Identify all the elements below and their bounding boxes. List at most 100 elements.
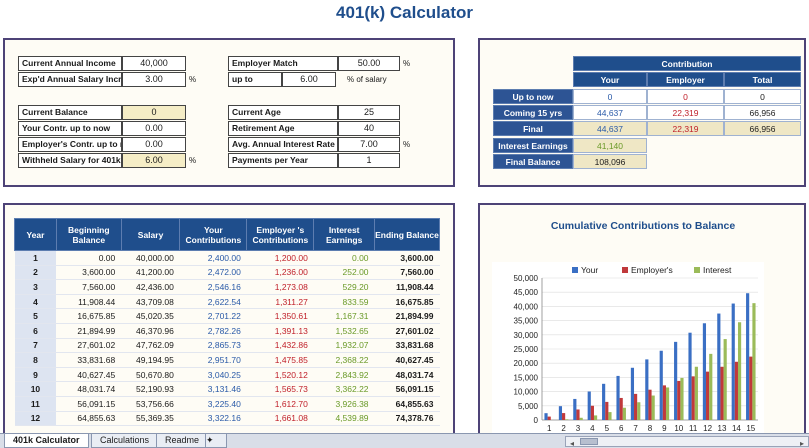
cell-employer-contr: 1,565.73: [246, 381, 314, 397]
cell-beginning-balance: 7,560.00: [56, 279, 122, 295]
cell-your-contr: 2,782.26: [179, 323, 247, 339]
cell-year: 4: [14, 294, 57, 310]
horizontal-scrollbar[interactable]: ◂ ▸: [565, 436, 809, 448]
current-income-input[interactable]: 40,000: [122, 56, 186, 71]
cell-beginning-balance: 48,031.74: [56, 381, 122, 397]
new-sheet-icon[interactable]: ✦: [205, 434, 227, 448]
bar-your-12: [702, 323, 707, 420]
cell-ending-balance: 21,894.99: [374, 308, 440, 324]
employer-contr-input[interactable]: 0.00: [122, 137, 186, 152]
label-payments-per-year: Payments per Year: [228, 153, 338, 168]
coming-total: 66,956: [724, 105, 801, 120]
col-your-contributions: Your Contributions: [179, 218, 248, 251]
cell-ending-balance: 7,560.00: [374, 265, 440, 281]
bar-your-3: [573, 398, 577, 420]
cell-interest: 4,539.89: [313, 411, 375, 427]
cell-interest: 2,368.22: [313, 352, 375, 368]
x-tick-label: 13: [718, 424, 727, 433]
bar-interest-14: [737, 322, 742, 420]
cell-your-contr: 2,701.22: [179, 308, 247, 324]
bar-interest-4: [593, 415, 598, 420]
cell-ending-balance: 27,601.02: [374, 323, 440, 339]
bar-employers-1: [547, 416, 551, 420]
bar-your-15: [746, 293, 750, 420]
x-tick-label: 9: [662, 424, 667, 433]
cell-interest: 2,843.92: [313, 367, 375, 383]
bar-employers-3: [576, 409, 580, 420]
cell-beginning-balance: 0.00: [56, 250, 122, 266]
col-employer: Employer: [647, 72, 724, 87]
sheet-tab-calculations[interactable]: Calculations: [91, 434, 159, 448]
employer-match-unit: %: [403, 59, 411, 68]
table-row: 7 27,601.02 47,762.09 2,865.73 1,432.86 1,932…: [14, 338, 440, 354]
bar-your-5: [602, 383, 606, 420]
col-beginning-balance: Beginning Balance: [55, 218, 122, 251]
cell-salary: 49,194.95: [121, 352, 180, 368]
row-label-up-to-now: Up to now: [493, 89, 573, 104]
bar-interest-6: [622, 407, 626, 420]
up-to-now-total: 0: [724, 89, 801, 104]
up-to-input[interactable]: 6.00: [282, 72, 336, 87]
cell-ending-balance: 56,091.15: [374, 381, 440, 397]
table-row: 8 33,831.68 49,194.95 2,951.70 1,475.85 2,368…: [14, 352, 440, 368]
scroll-right-icon[interactable]: ▸: [799, 439, 804, 448]
chart-title: Cumulative Contributions to Balance: [550, 220, 736, 232]
y-tick-label: 35,000: [514, 317, 539, 326]
current-balance-input[interactable]: 0: [122, 105, 186, 120]
table-row: 2 3,600.00 41,200.00 2,472.00 1,236.00 252.00…: [14, 265, 440, 281]
x-tick-label: 4: [590, 424, 595, 433]
sheet-tab-401k-calculator[interactable]: 401k Calculator: [4, 434, 89, 448]
bar-interest-5: [608, 412, 612, 420]
table-row: 10 48,031.74 52,190.93 3,131.46 1,565.73 3,36…: [14, 381, 440, 397]
table-row: 6 21,894.99 46,370.96 2,782.26 1,391.13 1,532…: [14, 323, 440, 339]
cell-salary: 41,200.00: [121, 265, 180, 281]
bar-your-9: [659, 350, 663, 420]
employer-match-input[interactable]: 50.00: [338, 56, 400, 71]
bar-your-14: [731, 303, 735, 420]
bar-employers-7: [634, 393, 638, 420]
bar-interest-7: [637, 402, 641, 420]
cell-salary: 40,000.00: [121, 250, 180, 266]
cell-interest: 252.00: [313, 265, 375, 281]
bar-employers-10: [677, 380, 681, 420]
table-row: 12 64,855.63 55,369.35 3,322.16 1,661.08 4,53…: [14, 411, 440, 427]
final-total: 66,956: [724, 121, 801, 136]
withheld-salary-input[interactable]: 6.00: [122, 153, 186, 168]
label-current-age: Current Age: [228, 105, 338, 120]
cell-interest: 0.00: [313, 250, 375, 266]
col-employer-contributions: Employer 's Contributions: [246, 218, 315, 251]
bar-employers-5: [605, 401, 609, 420]
payments-per-year-input[interactable]: 1: [338, 153, 400, 168]
interest-rate-input[interactable]: 7.00: [338, 137, 400, 152]
cell-employer-contr: 1,311.27: [246, 294, 314, 310]
cell-interest: 3,362.22: [313, 381, 375, 397]
cell-year: 3: [14, 279, 57, 295]
cell-beginning-balance: 56,091.15: [56, 396, 122, 412]
cell-ending-balance: 33,831.68: [374, 338, 440, 354]
y-tick-label: 0: [534, 416, 539, 425]
sheet-tab-readme[interactable]: Readme: [156, 434, 209, 448]
cell-employer-contr: 1,273.08: [246, 279, 314, 295]
bar-employers-2: [562, 413, 566, 420]
scroll-left-icon[interactable]: ◂: [569, 439, 574, 448]
col-interest-earnings: Interest Earnings: [313, 218, 376, 251]
row-label-final: Final: [493, 121, 573, 136]
bar-interest-13: [723, 339, 727, 420]
cell-ending-balance: 74,378.76: [374, 411, 440, 427]
your-contr-input[interactable]: 0.00: [122, 121, 186, 136]
salary-increase-input[interactable]: 3.00: [122, 72, 186, 87]
y-tick-label: 30,000: [514, 331, 539, 340]
table-row: 1 0.00 40,000.00 2,400.00 1,200.00 0.00 3,600.…: [14, 250, 440, 266]
legend-swatch: [572, 267, 578, 273]
cell-year: 10: [14, 381, 57, 397]
cell-year: 12: [14, 411, 57, 427]
bar-employers-9: [662, 385, 666, 420]
final-employer: 22,319: [647, 121, 724, 136]
bar-your-6: [616, 375, 620, 420]
retirement-age-input[interactable]: 40: [338, 121, 400, 136]
scroll-thumb[interactable]: [580, 438, 598, 445]
interest-earnings-value: 41,140: [573, 138, 647, 153]
y-tick-label: 15,000: [514, 373, 539, 382]
col-your: Your: [573, 72, 647, 87]
current-age-input[interactable]: 25: [338, 105, 400, 120]
